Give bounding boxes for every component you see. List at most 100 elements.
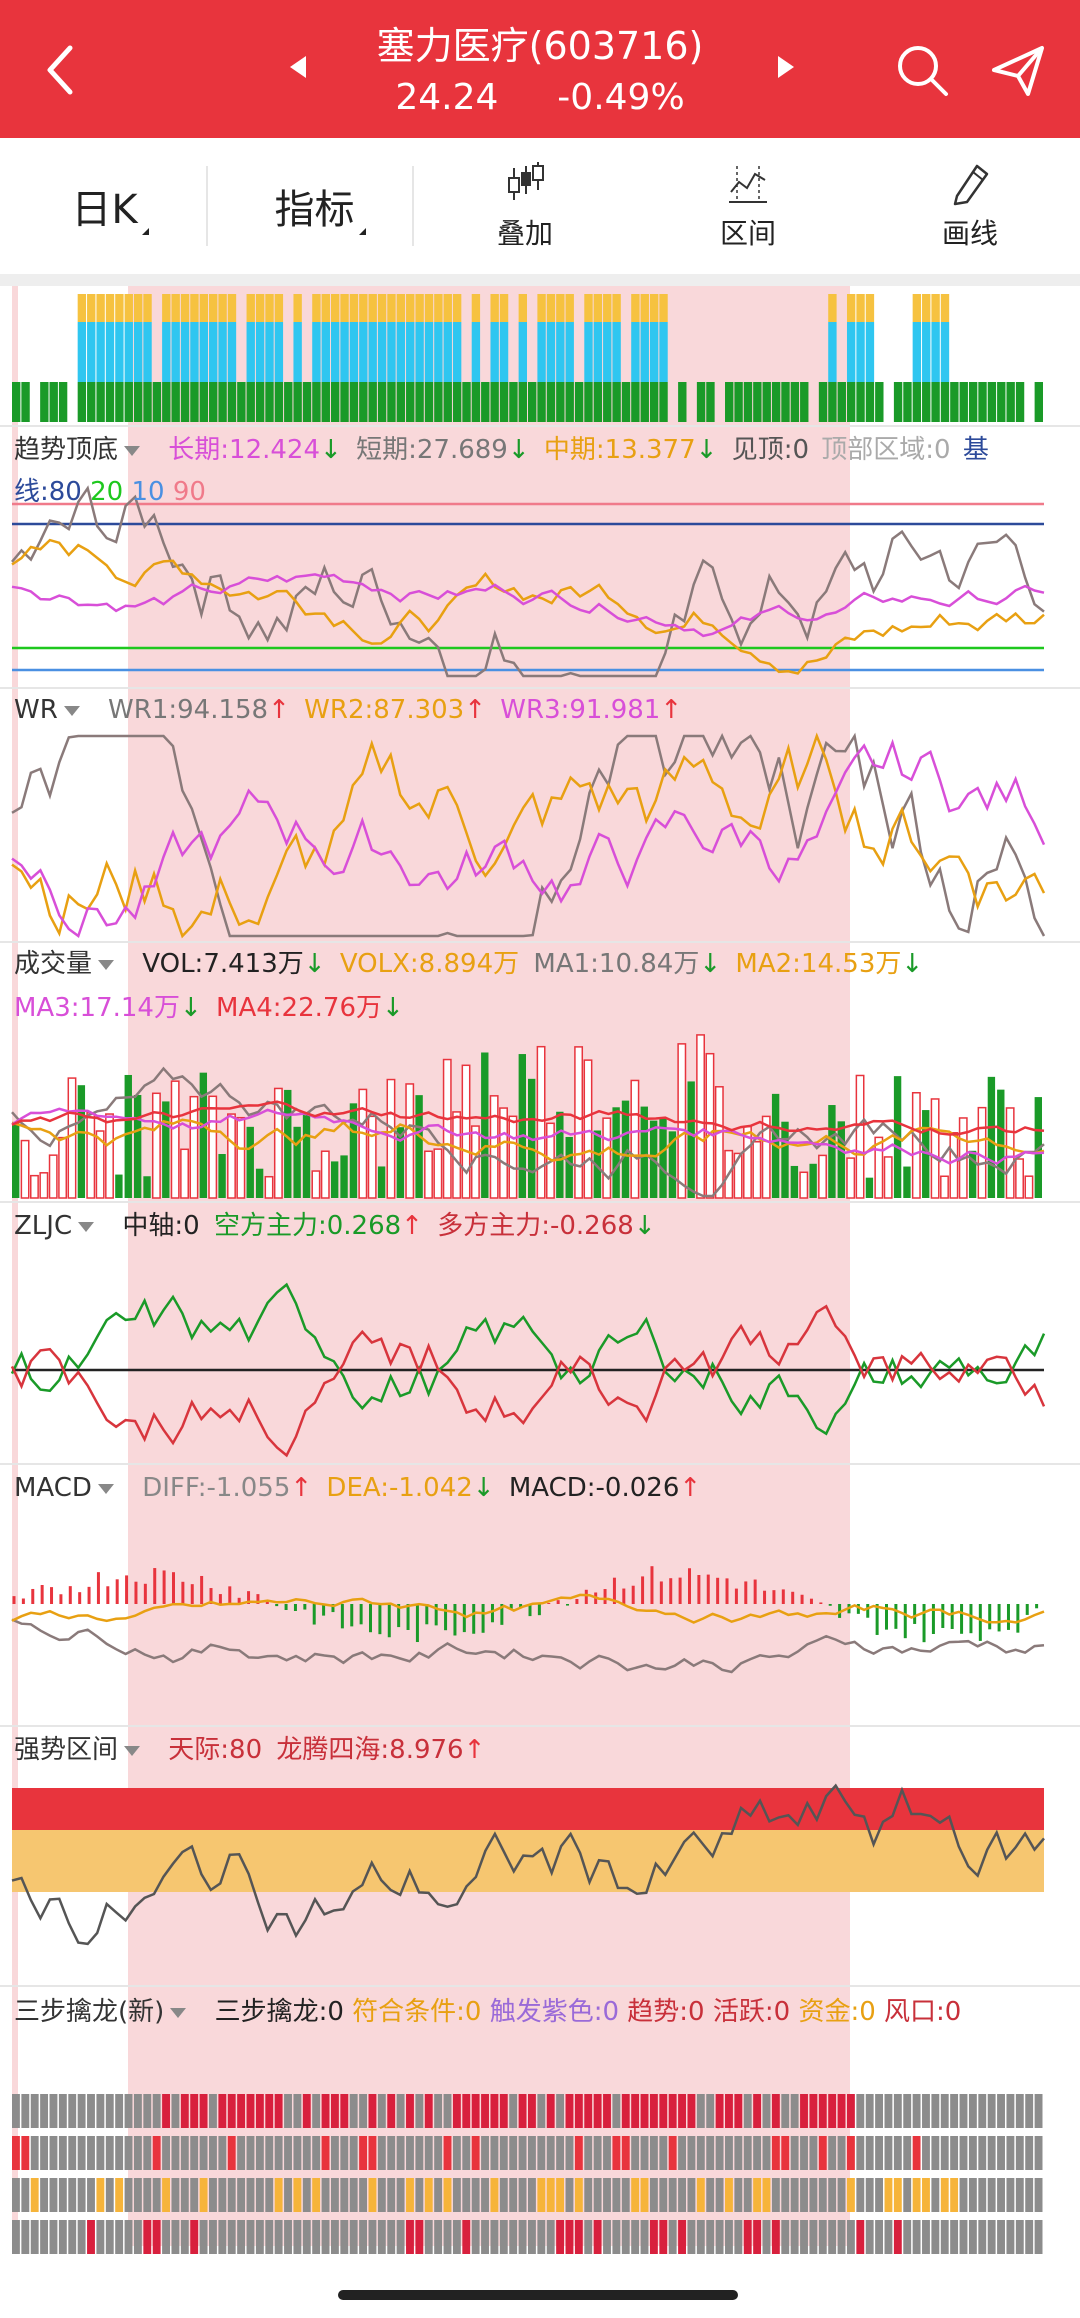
trend-panel-name[interactable]: 趋势顶底 [14, 435, 119, 465]
volume-up-bar [189, 1095, 199, 1199]
top-yellow-bar [368, 294, 377, 322]
dropdown-caret-icon[interactable] [98, 959, 115, 970]
share-icon[interactable] [990, 42, 1046, 98]
top-yellow-bar [490, 294, 499, 322]
signal-cell [509, 2220, 518, 2254]
signal-cell [753, 2094, 762, 2128]
prev-stock-icon[interactable] [284, 52, 314, 82]
signal-cell [377, 2220, 386, 2254]
signal-cell [499, 2136, 508, 2170]
signal-cell [781, 2178, 790, 2212]
volume-down-bar [115, 1174, 123, 1198]
search-icon[interactable] [894, 42, 950, 98]
signal-cell [678, 2136, 686, 2170]
signal-cell [1034, 2136, 1043, 2170]
zljc-panel-name[interactable]: ZLJC [14, 1211, 73, 1241]
top-zone-value: 顶部区域:0 [821, 435, 951, 465]
signal-cell [284, 2094, 292, 2128]
dropdown-caret-icon[interactable] [170, 2007, 187, 2018]
up-arrow-icon: ↑ [679, 1473, 702, 1503]
signal-cell [115, 2136, 124, 2170]
volume-panel-name[interactable]: 成交量 [14, 949, 93, 979]
home-indicator[interactable] [338, 2290, 738, 2300]
next-stock-icon[interactable] [770, 52, 800, 82]
three-step-panel-name[interactable]: 三步擒龙(新) [14, 1997, 165, 2027]
indicator-selector[interactable]: 指标 [240, 138, 400, 274]
signal-cell [284, 2220, 292, 2254]
top-cyan-bar [443, 322, 452, 382]
volume-down-bar [330, 1161, 339, 1198]
dragon-value: 龙腾四海:8.976 [276, 1735, 464, 1765]
signal-cell [105, 2220, 114, 2254]
signal-cell [152, 2136, 161, 2170]
overlay-label: 叠加 [496, 217, 553, 250]
signal-cell [621, 2178, 630, 2212]
macd-panel-name[interactable]: MACD [14, 1473, 92, 1503]
signal-cell [762, 2136, 771, 2170]
signal-cell [528, 2136, 536, 2170]
dropdown-caret-icon[interactable] [97, 1483, 114, 1494]
signal-cell [274, 2178, 283, 2212]
signal-cell [940, 2094, 949, 2128]
volume-down-bar [218, 1154, 226, 1198]
signal-cell [631, 2178, 640, 2212]
top-cyan-bar [406, 322, 415, 382]
dropdown-caret-icon[interactable] [124, 1745, 141, 1756]
signal-cell [856, 2094, 865, 2128]
signal-cell [987, 2136, 996, 2170]
signal-cell [12, 2220, 20, 2254]
top-yellow-bar [143, 294, 152, 322]
signal-cell [143, 2094, 152, 2128]
signal-cell [856, 2178, 865, 2212]
top-green-bar [509, 382, 518, 422]
signal-cell [922, 2178, 930, 2212]
top-green-bar [471, 382, 481, 422]
volume-down-bar [415, 1095, 423, 1198]
signal-cell [884, 2094, 893, 2128]
signal-cell [1034, 2094, 1043, 2128]
overlay-button[interactable]: 叠加 [465, 138, 585, 274]
top-green-bar [556, 382, 565, 422]
strong-panel-name[interactable]: 强势区间 [14, 1735, 119, 1765]
top-yellow-bar [631, 294, 640, 322]
volume-down-bar [987, 1076, 996, 1198]
period-selector[interactable]: 日K [40, 138, 180, 274]
dropdown-caret-icon[interactable] [124, 445, 141, 456]
top-cyan-bar [649, 322, 659, 382]
signal-cell [265, 2220, 274, 2254]
signal-cell [612, 2220, 621, 2254]
signal-cell [462, 2178, 471, 2212]
signal-cell [406, 2220, 414, 2254]
top-green-bar [950, 382, 959, 422]
draw-line-button[interactable]: 画线 [910, 138, 1030, 274]
signal-cell [1006, 2136, 1015, 2170]
signal-cell [330, 2178, 339, 2212]
signal-cell [96, 2178, 105, 2212]
zljc-axis-value: 中轴:0 [122, 1211, 200, 1241]
top-green-bar [659, 382, 668, 422]
back-arrow-icon[interactable] [36, 40, 96, 100]
indicator-chart-area[interactable]: 趋势顶底 长期:12.424↓ 短期:27.689↓ 中期:13.377↓ 见顶… [0, 286, 1080, 2270]
signal-cell [696, 2220, 705, 2254]
volume-up-bar [818, 1154, 827, 1199]
period-label: 日K [71, 187, 138, 233]
top-green-bar [649, 382, 659, 422]
dropdown-caret-icon[interactable] [63, 705, 80, 716]
volume-down-bar [828, 1105, 836, 1198]
signal-cell [199, 2136, 208, 2170]
range-button[interactable]: 区间 [688, 138, 808, 274]
top-cyan-bar [846, 322, 856, 382]
volume-up-bar [227, 1113, 236, 1199]
signal-cell [593, 2178, 602, 2212]
signal-cell [753, 2178, 762, 2212]
top-cyan-bar [199, 322, 209, 382]
signal-cell [180, 2220, 189, 2254]
indicator-charts-svg [0, 286, 1080, 2254]
top-yellow-bar [330, 294, 340, 322]
dropdown-caret-icon[interactable] [78, 1221, 95, 1232]
signal-cell [997, 2178, 1005, 2212]
ma3-value: MA3:17.14万 [14, 993, 180, 1023]
signal-cell [893, 2094, 902, 2128]
wr-panel-name[interactable]: WR [14, 695, 58, 725]
top-green-bar [997, 382, 1006, 422]
